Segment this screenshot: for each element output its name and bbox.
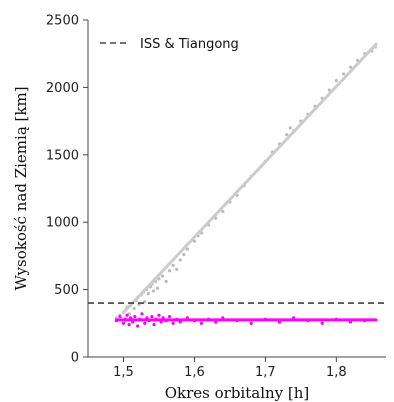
y-ticks: 0 500 1000 1500 2000 2500: [46, 14, 88, 366]
data-point: [320, 321, 324, 325]
data-point: [199, 321, 204, 325]
data-point: [334, 79, 338, 83]
data-point: [143, 321, 147, 325]
x-tick-label: 1,7: [255, 365, 276, 380]
data-point: [157, 277, 161, 281]
data-point: [155, 286, 160, 290]
x-tick-label: 1,8: [326, 365, 347, 380]
x-tick-label: 1,6: [184, 365, 205, 380]
data-point: [182, 252, 186, 257]
y-tick-label: 2000: [46, 81, 79, 96]
legend: ISS & Tiangong: [100, 37, 239, 52]
data-point: [285, 132, 289, 137]
data-point: [121, 321, 126, 325]
y-axis-title: Wysokość nad Ziemią [km]: [12, 86, 30, 290]
data-point: [167, 269, 172, 273]
data-point: [127, 323, 131, 327]
data-point: [348, 65, 353, 69]
y-tick-label: 1500: [46, 148, 79, 163]
x-axis-title: Okres orbitalny [h]: [165, 384, 310, 402]
fit-line: [121, 42, 378, 315]
data-point: [341, 72, 346, 76]
data-point: [118, 314, 122, 319]
data-point: [150, 314, 154, 319]
data-point: [171, 321, 175, 325]
y-tick-label: 1000: [46, 216, 79, 231]
data-point: [133, 314, 137, 319]
data-point: [164, 279, 168, 284]
data-point: [327, 88, 331, 92]
legend-label: ISS & Tiangong: [140, 37, 239, 52]
data-point: [171, 263, 175, 267]
data-point: [288, 126, 292, 130]
data-point: [175, 267, 179, 271]
data-point: [178, 258, 182, 262]
data-point: [136, 324, 140, 328]
data-point: [167, 314, 172, 319]
data-point: [249, 321, 253, 325]
x-ticks: 1,5 1,6 1,7 1,8: [113, 357, 347, 380]
data-point: [140, 312, 144, 316]
data-point: [192, 239, 197, 243]
data-point: [221, 209, 225, 214]
data-point: [157, 313, 161, 317]
y-tick-label: 2500: [46, 14, 79, 29]
data-point: [146, 292, 150, 296]
data-point: [185, 247, 189, 251]
data-point: [160, 274, 165, 278]
y-tick-label: 0: [71, 351, 79, 366]
x-tick-label: 1,5: [113, 365, 134, 380]
y-tick-label: 500: [54, 283, 79, 298]
data-point: [132, 306, 136, 311]
data-point: [125, 313, 129, 317]
data-point: [152, 323, 156, 327]
data-point: [151, 289, 155, 293]
series-layer: [114, 42, 378, 328]
